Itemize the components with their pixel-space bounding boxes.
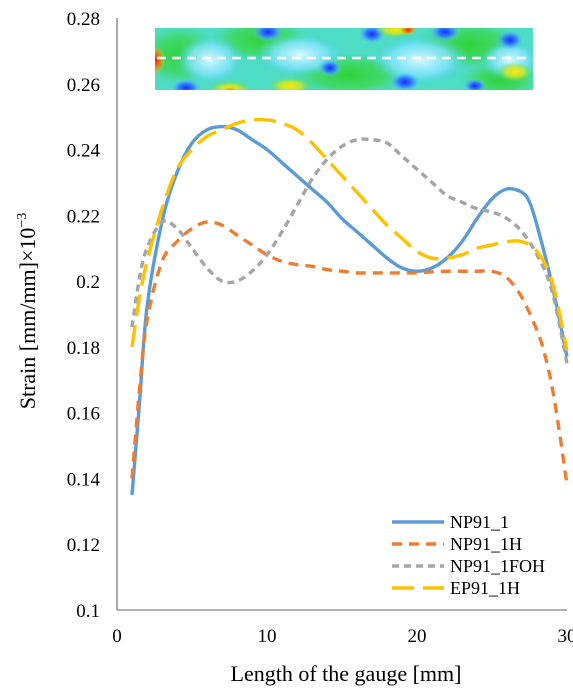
y-tick-label: 0.18 xyxy=(67,338,100,359)
x-tick-label: 20 xyxy=(408,626,427,647)
y-tick-label: 0.14 xyxy=(67,469,101,490)
x-tick-labels: 0 10 20 30 xyxy=(112,626,573,647)
y-axis-title: Strain [mm/mm]×10−3 xyxy=(15,213,40,410)
legend-label: NP91_1 xyxy=(450,512,509,532)
y-tick-label: 0.12 xyxy=(67,535,100,556)
y-axis-title-main: Strain [mm/mm]×10 xyxy=(15,228,40,410)
y-axis-title-exponent: −3 xyxy=(15,213,30,228)
y-tick-labels: 0.1 0.12 0.14 0.16 0.18 0.2 0.22 0.24 0.26 0.28 xyxy=(67,9,101,622)
axes xyxy=(116,18,567,611)
y-tick-label: 0.16 xyxy=(67,404,100,425)
series-line-np91-1 xyxy=(130,124,569,496)
legend-label: NP91_1H xyxy=(450,534,522,554)
legend-label: NP91_1FOH xyxy=(450,556,545,576)
strain-contour-inset xyxy=(155,28,533,90)
y-tick-label: 0.28 xyxy=(67,9,100,30)
series-line-ep91-1h xyxy=(130,117,569,351)
y-tick-label: 0.2 xyxy=(76,272,100,293)
legend-label: EP91_1H xyxy=(450,578,520,598)
x-axis-title: Length of the gauge [mm] xyxy=(231,661,462,686)
y-tick-label: 0.26 xyxy=(67,75,100,96)
series-lines xyxy=(130,117,569,496)
x-tick-label: 30 xyxy=(558,626,573,647)
series-line-np91-1h xyxy=(130,220,569,486)
series-line-np91-1foh xyxy=(130,137,569,364)
x-tick-label: 10 xyxy=(258,626,277,647)
y-tick-label: 0.22 xyxy=(67,206,100,227)
y-tick-label: 0.1 xyxy=(76,601,100,622)
y-tick-label: 0.24 xyxy=(67,141,101,162)
x-tick-label: 0 xyxy=(112,626,122,647)
